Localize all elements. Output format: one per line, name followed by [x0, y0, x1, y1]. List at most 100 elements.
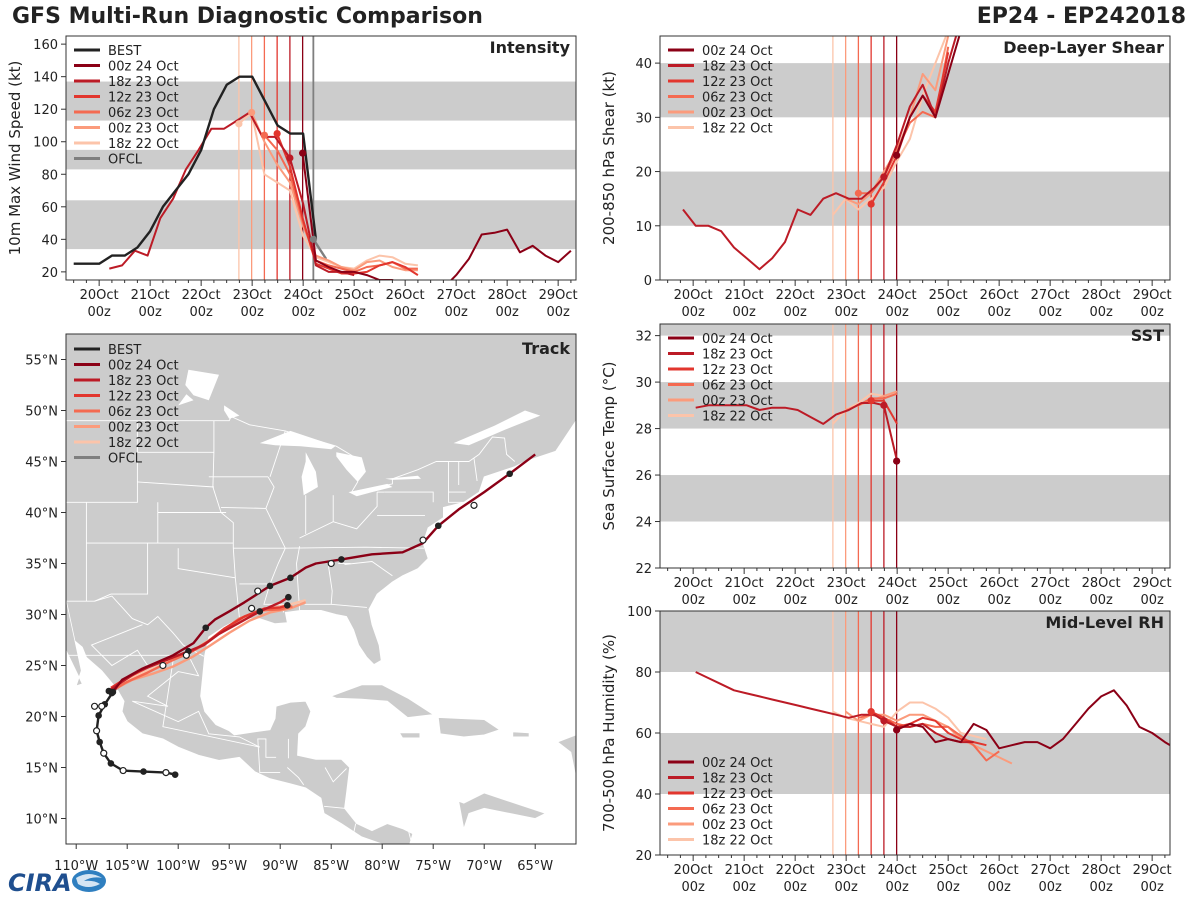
- track-position-dot: [285, 593, 292, 601]
- track-position-open-dot: [248, 604, 256, 612]
- track-lat-label: 40°N: [25, 507, 58, 522]
- rh-ytick-label: 20: [635, 849, 652, 864]
- rh-marker: [867, 708, 875, 716]
- track-legend-label: 18z 22 Oct: [108, 436, 179, 451]
- rh-marker: [880, 717, 888, 725]
- intensity-marker: [309, 235, 317, 243]
- sst-legend-label: 12z 23 Oct: [702, 363, 773, 378]
- intensity-title: Intensity: [490, 38, 571, 57]
- shear-frame: [659, 35, 1171, 281]
- sst-ytick-label: 22: [635, 562, 652, 577]
- rh-xtick-sublabel: 00z: [1140, 880, 1164, 895]
- sst-legend-label: 06z 23 Oct: [702, 379, 773, 394]
- track-position-open-dot: [92, 727, 101, 735]
- sst-xtick-label: 23Oct: [827, 576, 866, 591]
- sst-xtick-label: 22Oct: [776, 576, 815, 591]
- political-border: [352, 823, 357, 838]
- political-border: [286, 767, 305, 786]
- shear-xtick-label: 21Oct: [725, 288, 764, 303]
- track-position-dot: [171, 771, 179, 778]
- track-position-open-dot: [159, 661, 167, 670]
- lake-polygon: [453, 410, 541, 446]
- political-border: [285, 546, 425, 549]
- track-position-open-dot: [162, 768, 170, 777]
- intensity-frame: [65, 35, 577, 281]
- sst-ytick-label: 24: [635, 516, 652, 531]
- sst-series-run5: [832, 392, 885, 425]
- intensity-marker: [260, 131, 268, 139]
- track-position-dot: [256, 608, 264, 615]
- shear-xtick-sublabel: 00z: [885, 305, 909, 320]
- rh-xtick-label: 20Oct: [674, 863, 713, 878]
- sst-frame: [659, 323, 1171, 569]
- rh-ytick-label: 100: [627, 605, 652, 620]
- intensity-ytick-label: 120: [33, 103, 58, 118]
- intensity-ytick-label: 80: [41, 168, 58, 183]
- intensity-legend-label: 18z 23 Oct: [108, 75, 179, 90]
- shear-xtick-sublabel: 00z: [1089, 305, 1113, 320]
- sst-plot-area: [660, 324, 1170, 568]
- sst-xtick-sublabel: 00z: [732, 593, 756, 608]
- track-legend-label: 00z 24 Oct: [108, 359, 179, 374]
- rh-plot-area: [660, 611, 1170, 855]
- track-position-dot: [140, 768, 147, 775]
- shear-ytick-label: 30: [635, 111, 652, 126]
- cira-logo-icon: CIRA: [4, 866, 114, 902]
- track-lat-label: 30°N: [25, 609, 58, 624]
- intensity-xtick-label: 21Oct: [131, 288, 170, 303]
- rh-band: [660, 611, 1170, 672]
- intensity-xtick-label: 26Oct: [386, 288, 425, 303]
- rh-xtick-label: 23Oct: [827, 863, 866, 878]
- shear-xtick-label: 25Oct: [929, 288, 968, 303]
- rh-series-run2: [870, 710, 987, 747]
- track-line-run0: [110, 453, 536, 694]
- lake-polygon: [185, 369, 219, 401]
- track-position-dot: [266, 582, 274, 590]
- intensity-series-OFCL: [312, 238, 328, 260]
- track-lon-label: 85°W: [313, 859, 349, 874]
- political-border: [324, 805, 345, 809]
- intensity-xtick-sublabel: 00z: [495, 305, 519, 320]
- track-position-open-dot: [100, 749, 108, 757]
- track-lon-label: 90°W: [262, 859, 298, 874]
- shear-xtick-label: 26Oct: [980, 288, 1019, 303]
- sst-series-run3: [857, 392, 898, 407]
- political-border: [269, 430, 286, 477]
- political-border: [177, 548, 236, 579]
- rh-ylabel: 700-500 hPa Humidity (%): [600, 634, 618, 832]
- rh-legend-label: 06z 23 Oct: [702, 803, 773, 818]
- shear-xtick-label: 24Oct: [878, 288, 917, 303]
- shear-xtick-sublabel: 00z: [834, 305, 858, 320]
- intensity-xtick-sublabel: 00z: [138, 305, 162, 320]
- land-polygon: [398, 732, 421, 739]
- sst-ytick-label: 26: [635, 469, 652, 484]
- intensity-ylabel: 10m Max Wind Speed (kt): [6, 61, 24, 256]
- intensity-series-BEST: [73, 75, 318, 265]
- sst-xtick-sublabel: 00z: [936, 593, 960, 608]
- track-line-run4: [116, 601, 307, 689]
- sst-title: SST: [1131, 326, 1164, 345]
- shear-marker: [854, 189, 862, 197]
- rh-xtick-label: 27Oct: [1031, 863, 1070, 878]
- track-lon-label: 70°W: [466, 859, 502, 874]
- sst-xtick-label: 26Oct: [980, 576, 1019, 591]
- intensity-xtick-label: 27Oct: [437, 288, 476, 303]
- political-border: [66, 624, 261, 748]
- intensity-marker: [286, 154, 294, 162]
- track-position-open-dot: [182, 651, 190, 659]
- sst-xtick-sublabel: 00z: [783, 593, 807, 608]
- rh-series-run0: [896, 689, 1170, 750]
- track-position-open-dot: [98, 702, 106, 710]
- sst-legend-label: 00z 23 Oct: [702, 394, 773, 409]
- land-polygon: [437, 717, 501, 738]
- sst-xtick-sublabel: 00z: [885, 593, 909, 608]
- rh-marker: [893, 726, 901, 734]
- track-legend-label: OFCL: [108, 452, 143, 467]
- political-border: [304, 563, 333, 605]
- shear-xtick-label: 28Oct: [1082, 288, 1121, 303]
- political-border: [137, 481, 214, 488]
- sst-ylabel: Sea Surface Temp (°C): [600, 361, 618, 530]
- political-border: [257, 738, 281, 774]
- intensity-xtick-sublabel: 00z: [444, 305, 468, 320]
- sst-panel: 22 24 26 28 30 32 Sea Surface Temp (°C) 20Oct 00…: [600, 323, 1172, 608]
